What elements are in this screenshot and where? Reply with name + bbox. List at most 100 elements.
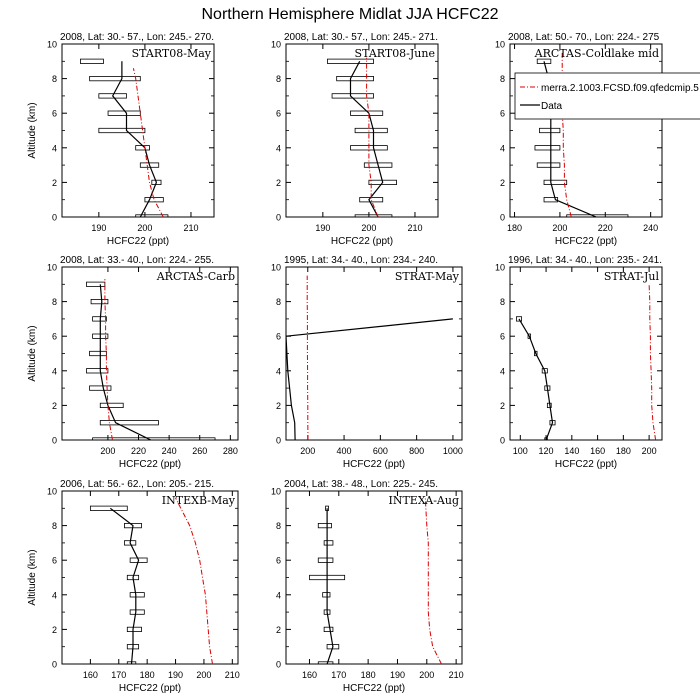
y-tick-label: 0 xyxy=(52,213,57,223)
model-line xyxy=(306,275,309,440)
y-tick-label: 0 xyxy=(52,436,57,446)
data-range-box xyxy=(539,127,561,134)
data-range-box xyxy=(89,350,107,357)
campaign-label: ARCTAS-Carb xyxy=(156,270,235,283)
model-line xyxy=(424,497,442,664)
y-tick-label: 6 xyxy=(276,332,281,342)
x-tick-label: 190 xyxy=(390,670,405,680)
data-layer xyxy=(309,497,442,664)
data-range-box xyxy=(516,316,522,322)
data-range-box xyxy=(98,93,127,99)
y-tick-label: 10 xyxy=(47,40,57,50)
panel-2: 2008, Lat: 30.- 57., Lon: 245.- 271. 0 2 4 6… xyxy=(271,32,439,247)
legend-box xyxy=(514,72,700,120)
plot-frame xyxy=(61,266,239,441)
x-axis-label: HCFC22 (ppt) xyxy=(343,683,405,694)
panel-1: 2008, Lat: 30.- 57., Lon: 245.- 270. 0 2 4 6… xyxy=(27,32,215,247)
x-tick-label: 200 xyxy=(419,670,434,680)
x-tick-label: 200 xyxy=(137,223,152,233)
data-range-box xyxy=(534,145,561,151)
data-range-box xyxy=(92,316,107,322)
x-tick-label: 200 xyxy=(642,446,657,456)
data-layer xyxy=(327,57,397,217)
y-tick-label: 4 xyxy=(276,143,281,153)
data-range-box xyxy=(135,214,169,217)
x-tick-label: 210 xyxy=(407,223,422,233)
panel-8: 2004, Lat: 38.- 48., Lon: 225.- 245. 0 2 4 6… xyxy=(271,479,464,694)
x-tick-label: 600 xyxy=(373,446,388,456)
y-tick-label: 4 xyxy=(500,143,505,153)
data-range-box xyxy=(89,76,141,82)
data-layer xyxy=(286,275,453,440)
x-tick-label: 210 xyxy=(225,670,240,680)
y-tick-label: 8 xyxy=(500,297,505,307)
x-tick-label: 200 xyxy=(361,223,376,233)
model-line xyxy=(366,57,379,217)
data-range-box xyxy=(129,609,145,615)
data-range-box xyxy=(354,214,393,217)
data-range-box xyxy=(80,58,104,64)
legend-model-label: merra.2.1003.FCSD.f09.qfedcmip.5 xyxy=(541,83,699,94)
y-tick-label: 0 xyxy=(500,213,505,223)
data-range-box xyxy=(327,58,374,64)
x-tick-label: 140 xyxy=(564,446,579,456)
y-tick-label: 2 xyxy=(276,401,281,411)
x-tick-label: 160 xyxy=(83,670,98,680)
x-tick-label: 180 xyxy=(507,223,522,233)
data-range-box xyxy=(536,162,561,168)
y-tick-label: 2 xyxy=(52,625,57,635)
x-axis-label: HCFC22 (ppt) xyxy=(107,236,169,247)
data-range-box xyxy=(566,214,629,217)
y-tick-label: 2 xyxy=(52,401,57,411)
data-mean-line xyxy=(518,318,554,440)
y-tick-label: 10 xyxy=(271,40,281,50)
data-range-box xyxy=(129,557,148,563)
y-tick-label: 0 xyxy=(276,660,281,670)
x-tick-label: 260 xyxy=(192,446,207,456)
x-tick-label: 190 xyxy=(315,223,330,233)
y-tick-label: 6 xyxy=(276,109,281,119)
data-range-box xyxy=(322,592,331,598)
x-tick-label: 170 xyxy=(111,670,126,680)
panel-header: 1995, Lat: 34.- 40., Lon: 234.- 240. xyxy=(284,255,438,266)
plot-frame xyxy=(285,43,439,218)
data-range-box xyxy=(86,368,109,374)
plot-frame xyxy=(285,490,463,665)
y-tick-label: 6 xyxy=(52,556,57,566)
data-range-box xyxy=(89,505,128,511)
y-tick-label: 8 xyxy=(52,297,57,307)
data-range-box xyxy=(323,540,334,546)
x-tick-label: 240 xyxy=(162,446,177,456)
data-range-box xyxy=(543,179,568,185)
data-mean-line xyxy=(326,508,334,664)
data-range-box xyxy=(354,127,388,134)
panel-6: 1996, Lat: 34.- 40., Lon: 235.- 241. 0 2 4 6… xyxy=(495,255,663,470)
x-tick-label: 200 xyxy=(196,670,211,680)
data-range-box xyxy=(98,127,146,134)
model-line xyxy=(175,497,213,664)
x-tick-label: 170 xyxy=(331,670,346,680)
campaign-label: INTEXB-May xyxy=(162,494,236,507)
y-tick-label: 8 xyxy=(500,74,505,84)
y-tick-label: 4 xyxy=(52,590,57,600)
y-tick-label: 8 xyxy=(276,521,281,531)
plot-frame xyxy=(509,43,663,218)
data-mean-line xyxy=(349,61,384,217)
y-tick-label: 6 xyxy=(52,332,57,342)
y-tick-label: 2 xyxy=(52,178,57,188)
x-tick-label: 210 xyxy=(449,670,464,680)
data-range-box xyxy=(99,420,159,426)
data-range-box xyxy=(317,661,334,664)
figure-title: Northern Hemisphere Midlat JJA HCFC22 xyxy=(202,6,499,23)
y-axis-label: Altitude (km) xyxy=(27,325,38,381)
data-range-box xyxy=(527,333,532,339)
model-line xyxy=(104,279,113,440)
x-tick-label: 160 xyxy=(590,446,605,456)
data-layer xyxy=(516,284,657,440)
y-tick-label: 6 xyxy=(500,109,505,119)
x-tick-label: 240 xyxy=(643,223,658,233)
data-range-box xyxy=(317,523,332,529)
x-tick-label: 200 xyxy=(552,223,567,233)
data-range-box xyxy=(86,281,106,287)
